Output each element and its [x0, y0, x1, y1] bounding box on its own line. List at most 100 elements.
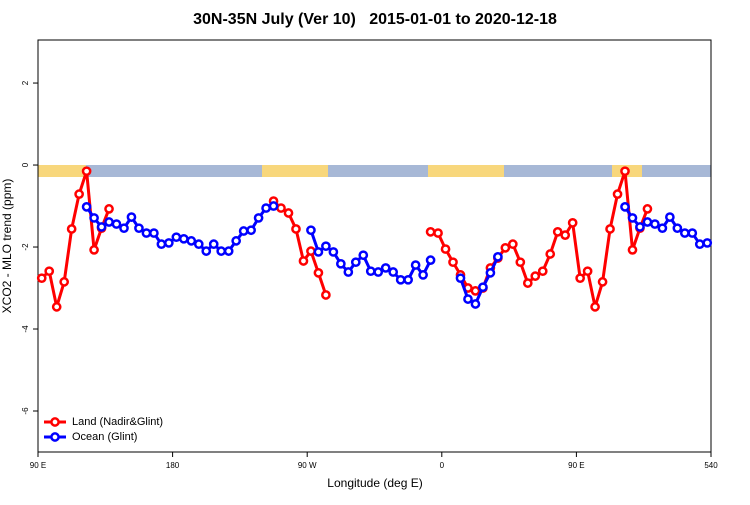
data-point	[493, 252, 503, 262]
data-point	[560, 230, 571, 240]
land-ocean-mask	[38, 165, 711, 177]
data-point	[537, 266, 548, 277]
legend-marker	[50, 417, 60, 427]
data-point	[455, 273, 466, 284]
data-point	[425, 255, 436, 265]
legend-marker	[50, 432, 60, 442]
data-point	[672, 223, 683, 234]
data-point	[665, 212, 675, 222]
data-point	[567, 217, 578, 228]
data-point	[44, 266, 55, 277]
x-tick-label: 90 W	[298, 461, 317, 470]
data-point	[582, 266, 593, 277]
data-point	[321, 290, 331, 300]
data-point	[313, 247, 324, 257]
data-point	[702, 238, 713, 248]
data-point	[223, 246, 234, 256]
data-point	[298, 256, 309, 266]
data-point	[291, 224, 301, 234]
data-point	[597, 277, 608, 287]
data-point	[522, 278, 533, 288]
data-point	[156, 239, 167, 250]
data-point	[403, 274, 413, 285]
x-tick-label: 540	[704, 461, 718, 470]
x-axis-label: Longitude (deg E)	[327, 476, 422, 490]
data-point	[81, 201, 92, 212]
data-point	[694, 239, 705, 250]
y-tick-label: -6	[21, 407, 30, 415]
data-point	[485, 268, 496, 278]
data-point	[642, 204, 653, 214]
data-point	[321, 241, 331, 252]
x-tick-label: 90 E	[568, 461, 584, 470]
data-point	[149, 228, 159, 238]
data-point	[410, 260, 421, 270]
data-point	[186, 236, 197, 246]
data-point	[350, 257, 361, 268]
data-point	[650, 219, 660, 229]
data-point	[313, 268, 324, 278]
data-point	[141, 228, 152, 238]
data-point	[306, 225, 316, 236]
data-point	[111, 219, 122, 229]
data-point	[507, 239, 518, 250]
data-point	[104, 217, 114, 227]
data-point	[530, 271, 541, 281]
data-point	[268, 201, 279, 211]
legend-label: Ocean (Glint)	[72, 431, 137, 443]
x-tick-label: 0	[440, 461, 445, 470]
data-point	[238, 226, 249, 236]
data-point	[119, 223, 129, 234]
data-point	[552, 227, 563, 237]
series-line	[85, 204, 708, 307]
data-point	[261, 203, 271, 213]
data-point	[500, 242, 511, 253]
data-point	[590, 302, 600, 312]
legend-label: Land (Nadir&Glint)	[72, 416, 163, 428]
data-point	[388, 267, 399, 277]
data-point	[253, 213, 264, 223]
chart-title: 30N-35N July (Ver 10) 2015-01-01 to 2020…	[193, 11, 557, 28]
data-point	[612, 189, 623, 199]
data-point	[440, 244, 451, 254]
data-point	[433, 228, 443, 238]
data-point	[470, 299, 481, 309]
data-point	[687, 228, 698, 238]
data-point	[89, 213, 99, 223]
data-point	[448, 257, 458, 268]
data-point	[515, 257, 526, 268]
data-point	[134, 223, 144, 234]
x-tick-label: 90 E	[30, 461, 46, 470]
data-point	[328, 247, 339, 257]
land-strip	[262, 165, 328, 177]
data-point	[605, 224, 615, 234]
data-point	[66, 224, 77, 234]
data-point	[380, 263, 391, 273]
data-point	[620, 166, 630, 177]
data-point	[395, 274, 406, 285]
data-point	[246, 225, 256, 236]
data-point	[306, 246, 316, 256]
data-point	[171, 232, 182, 243]
data-point	[642, 217, 653, 227]
data-point	[216, 246, 227, 256]
data-point	[358, 250, 369, 261]
data-point	[193, 239, 204, 250]
data-point	[478, 282, 488, 293]
y-tick-label: 0	[21, 162, 30, 167]
data-point	[679, 228, 690, 238]
data-point	[208, 239, 219, 250]
data-point	[104, 204, 114, 214]
data-point	[627, 213, 638, 223]
data-point	[365, 266, 376, 277]
series-line	[40, 170, 649, 308]
ocean-strip	[38, 165, 711, 177]
data-point	[470, 286, 481, 296]
data-point	[59, 277, 70, 287]
data-point	[201, 246, 212, 256]
data-point	[373, 267, 384, 277]
data-point	[575, 273, 585, 284]
data-point	[36, 273, 47, 284]
legend: Land (Nadir&Glint) Ocean (Glint)	[44, 416, 163, 443]
